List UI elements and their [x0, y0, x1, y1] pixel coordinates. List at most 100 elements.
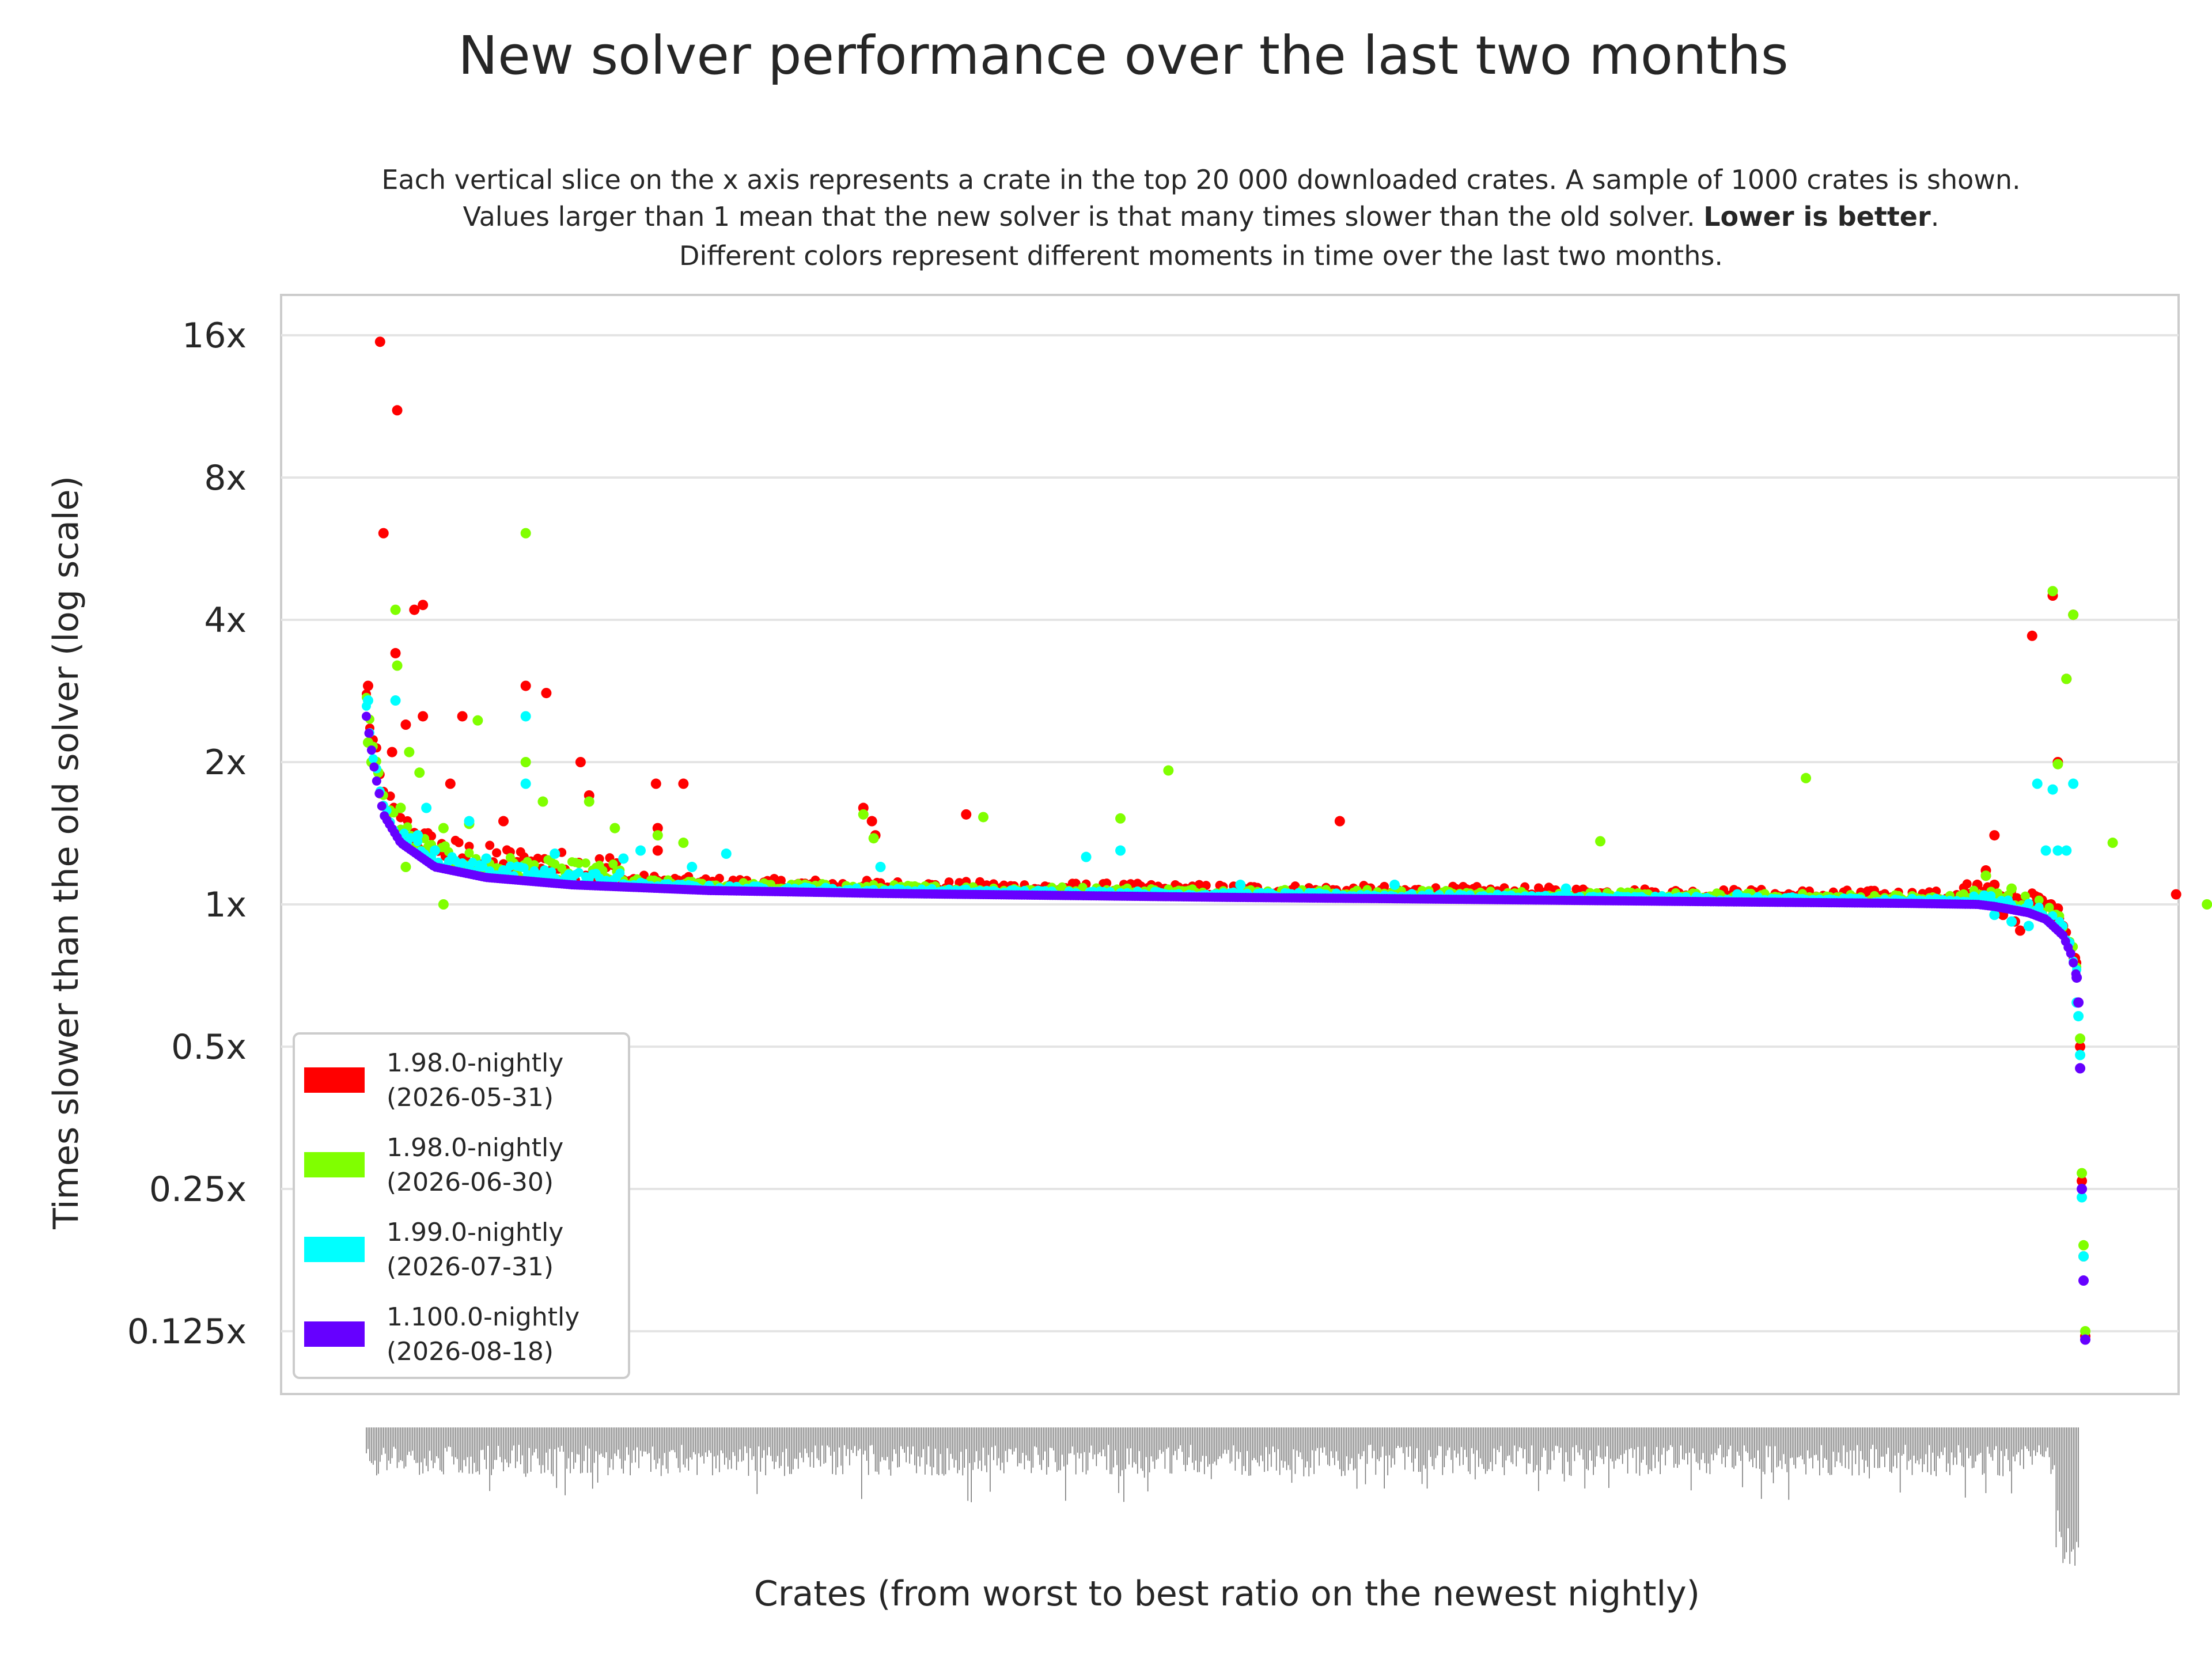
chart-subtitle-line-1: Each vertical slice on the x axis repres…: [381, 164, 2020, 195]
data-point: [2034, 902, 2044, 912]
data-point-outlier: [1115, 813, 1126, 824]
data-point-outlier: [1115, 845, 1126, 856]
data-point-outlier: [2068, 609, 2079, 620]
data-point: [377, 801, 387, 811]
data-point: [1986, 891, 1996, 901]
data-point-outlier: [418, 600, 429, 611]
data-point-outlier: [678, 838, 689, 849]
data-point: [464, 842, 474, 851]
legend: 1.98.0-nightly (2026-05-31) 1.98.0-nightly…: [293, 1032, 630, 1379]
data-point: [2069, 958, 2078, 968]
data-point: [492, 848, 502, 858]
legend-swatch: [304, 1067, 365, 1093]
data-point-outlier: [2006, 883, 2017, 894]
data-point: [615, 868, 625, 878]
data-point-outlier: [395, 802, 406, 813]
data-point-outlier: [362, 737, 373, 748]
data-point-outlier: [418, 711, 429, 722]
data-point-outlier: [961, 809, 972, 820]
data-point-outlier: [438, 899, 449, 910]
data-point: [594, 854, 604, 863]
data-points: [362, 336, 2212, 1345]
data-point: [385, 791, 395, 801]
chart-title: New solver performance over the last two…: [458, 25, 1788, 86]
data-point-outlier: [520, 528, 531, 539]
data-point-outlier: [1989, 830, 2000, 841]
data-point-outlier: [445, 778, 456, 789]
data-point: [399, 828, 409, 838]
data-point-outlier: [457, 711, 468, 722]
data-point: [574, 859, 584, 869]
data-point-outlier: [609, 823, 620, 834]
data-point: [574, 868, 584, 877]
data-point-outlier: [678, 778, 689, 789]
data-point-outlier: [2077, 1168, 2088, 1179]
data-point-outlier: [2078, 1251, 2089, 1262]
data-point-outlier: [875, 862, 886, 873]
data-point-outlier: [481, 853, 492, 864]
y-tick-label: 2x: [204, 743, 247, 783]
data-point-outlier: [520, 711, 531, 722]
data-point: [369, 762, 379, 772]
data-point-outlier: [866, 816, 877, 827]
data-point: [1962, 879, 1972, 889]
data-point-outlier: [652, 845, 663, 856]
data-point-outlier: [2047, 784, 2058, 795]
y-tick-label: 0.125x: [127, 1312, 247, 1352]
data-point: [457, 858, 467, 868]
data-point-outlier: [1081, 851, 1092, 862]
y-tick-label: 1x: [204, 885, 247, 925]
data-point-outlier: [438, 823, 449, 834]
data-point-outlier: [400, 862, 411, 873]
data-point-outlier: [392, 405, 403, 416]
legend-swatch: [304, 1321, 365, 1347]
data-point-outlier: [858, 809, 869, 820]
chart-subtitle-line-3: Different colors represent different mom…: [679, 240, 1723, 271]
data-point-outlier: [430, 845, 441, 856]
data-point-outlier: [2075, 1033, 2086, 1044]
data-point-outlier: [2078, 1240, 2089, 1251]
data-point-outlier: [550, 849, 560, 859]
data-point-outlier: [2040, 845, 2051, 856]
legend-swatch: [304, 1152, 365, 1177]
data-point-outlier: [378, 528, 389, 539]
chart-subtitle-line-2: Values larger than 1 mean that the new s…: [463, 201, 1940, 232]
y-tick-label: 16x: [182, 316, 247, 356]
series-3-points: [362, 711, 2090, 1345]
legend-swatch: [304, 1237, 365, 1262]
data-point: [1380, 881, 1389, 891]
data-point-outlier: [652, 830, 663, 841]
data-point-outlier: [2052, 845, 2063, 856]
data-point: [2024, 899, 2033, 908]
data-point: [396, 813, 406, 823]
data-point-outlier: [687, 862, 698, 873]
data-point: [975, 877, 985, 887]
data-point-outlier: [1235, 880, 1246, 891]
data-point: [464, 848, 474, 858]
data-point-outlier: [362, 680, 373, 691]
legend-label: 1.98.0-nightly (2026-05-31): [387, 1048, 563, 1112]
y-tick-label: 8x: [204, 458, 247, 498]
data-point-outlier: [404, 747, 415, 757]
data-point: [944, 877, 954, 887]
data-point-outlier: [2075, 1063, 2086, 1074]
data-point: [362, 711, 371, 721]
legend-label: 1.99.0-nightly (2026-07-31): [387, 1218, 563, 1282]
data-point-outlier: [2052, 759, 2063, 770]
data-point-outlier: [2047, 586, 2058, 597]
data-point-outlier: [2171, 889, 2181, 900]
data-point-outlier: [541, 688, 552, 699]
data-point: [2044, 903, 2054, 912]
data-point-outlier: [1334, 816, 1345, 827]
data-point-outlier: [2107, 838, 2118, 849]
data-point-outlier: [2073, 997, 2084, 1008]
legend-label: 1.100.0-nightly (2026-08-18): [387, 1302, 579, 1366]
y-tick-label: 4x: [204, 600, 247, 641]
data-point: [478, 862, 488, 872]
x-tick-labels: [366, 1427, 2079, 1566]
data-point-outlier: [2023, 921, 2034, 931]
data-point: [608, 859, 618, 869]
data-point-outlier: [374, 336, 385, 347]
data-point-outlier: [409, 604, 420, 615]
